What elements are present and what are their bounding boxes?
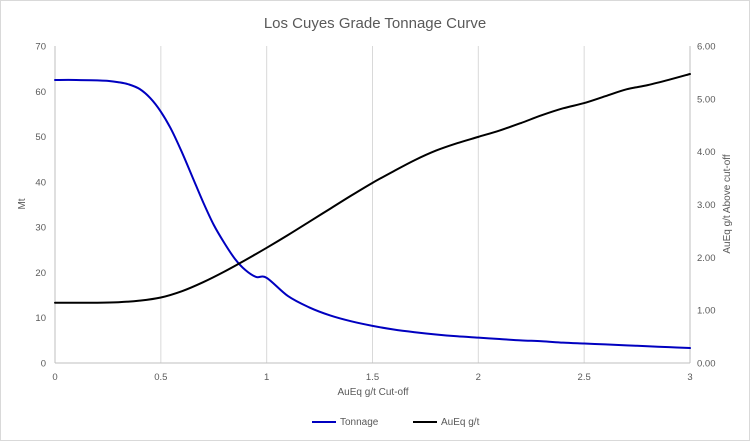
y-axis-label: Mt bbox=[17, 198, 28, 209]
chart-title: Los Cuyes Grade Tonnage Curve bbox=[264, 15, 486, 32]
x-tick-label: 0.5 bbox=[154, 372, 167, 383]
y-tick-label: 40 bbox=[35, 177, 46, 188]
legend-label: AuEq g/t bbox=[441, 417, 480, 428]
x-axis-label: AuEq g/t Cut-off bbox=[338, 387, 409, 398]
legend-item-tonnage: Tonnage bbox=[312, 417, 379, 428]
legend-label: Tonnage bbox=[340, 417, 379, 428]
y2-tick-label: 1.00 bbox=[697, 306, 716, 317]
series-line-tonnage bbox=[54, 78, 691, 350]
series-line-aueq-g-t bbox=[54, 73, 691, 304]
y2-tick-label: 6.00 bbox=[697, 42, 716, 53]
x-tick-label: 3 bbox=[687, 372, 692, 383]
x-tick-label: 1 bbox=[264, 372, 269, 383]
series-layer bbox=[54, 73, 691, 350]
y-tick-label: 50 bbox=[35, 132, 46, 143]
axes-layer bbox=[54, 46, 691, 364]
x-tick-label: 2 bbox=[476, 372, 481, 383]
y2-tick-label: 0.00 bbox=[697, 359, 716, 370]
y-tick-label: 0 bbox=[41, 359, 46, 370]
x-tick-label: 2.5 bbox=[578, 372, 591, 383]
x-tick-label: 0 bbox=[52, 372, 57, 383]
y-tick-label: 10 bbox=[35, 313, 46, 324]
y-tick-label: 70 bbox=[35, 42, 46, 53]
y2-tick-label: 4.00 bbox=[697, 147, 716, 158]
y-tick-label: 30 bbox=[35, 223, 46, 234]
y2-tick-label: 5.00 bbox=[697, 94, 716, 105]
y-tick-label: 20 bbox=[35, 268, 46, 279]
legend-item-aueq-g-t: AuEq g/t bbox=[413, 417, 480, 428]
ticks-layer: 0 0.5 1 1.5 2 2.5 30102030405060700.001.002.00… bbox=[35, 42, 715, 384]
y2-tick-label: 2.00 bbox=[697, 253, 716, 264]
y-tick-label: 60 bbox=[35, 87, 46, 98]
x-tick-label: 1.5 bbox=[366, 372, 379, 383]
y2-axis-label: AuEq g/t Above cut-off bbox=[722, 154, 733, 254]
legend: Tonnage AuEq g/t bbox=[312, 417, 480, 428]
y2-tick-label: 3.00 bbox=[697, 200, 716, 211]
